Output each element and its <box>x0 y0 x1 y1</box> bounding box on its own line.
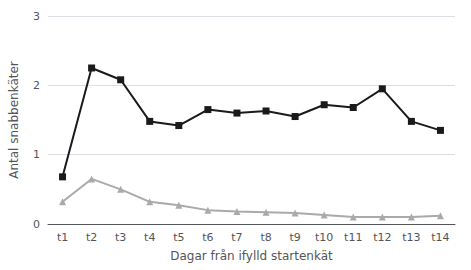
svg-text:t12: t12 <box>373 231 391 244</box>
svg-text:t13: t13 <box>402 231 420 244</box>
svg-text:t6: t6 <box>202 231 213 244</box>
svg-text:t1: t1 <box>57 231 68 244</box>
svg-text:3: 3 <box>33 10 40 23</box>
svg-text:1: 1 <box>33 148 40 161</box>
svg-text:2: 2 <box>33 79 40 92</box>
svg-text:t3: t3 <box>115 231 126 244</box>
svg-text:t4: t4 <box>144 231 155 244</box>
svg-text:Antal snabbenkäter: Antal snabbenkäter <box>7 61 21 179</box>
svg-text:0: 0 <box>33 218 40 231</box>
svg-text:t8: t8 <box>260 231 271 244</box>
svg-text:t11: t11 <box>344 231 362 244</box>
svg-text:t9: t9 <box>289 231 300 244</box>
svg-text:t5: t5 <box>173 231 184 244</box>
svg-text:t10: t10 <box>315 231 333 244</box>
svg-text:t7: t7 <box>231 231 242 244</box>
svg-text:Dagar från ifylld startenkät: Dagar från ifylld startenkät <box>170 249 333 263</box>
svg-text:t14: t14 <box>431 231 449 244</box>
svg-text:t2: t2 <box>86 231 97 244</box>
